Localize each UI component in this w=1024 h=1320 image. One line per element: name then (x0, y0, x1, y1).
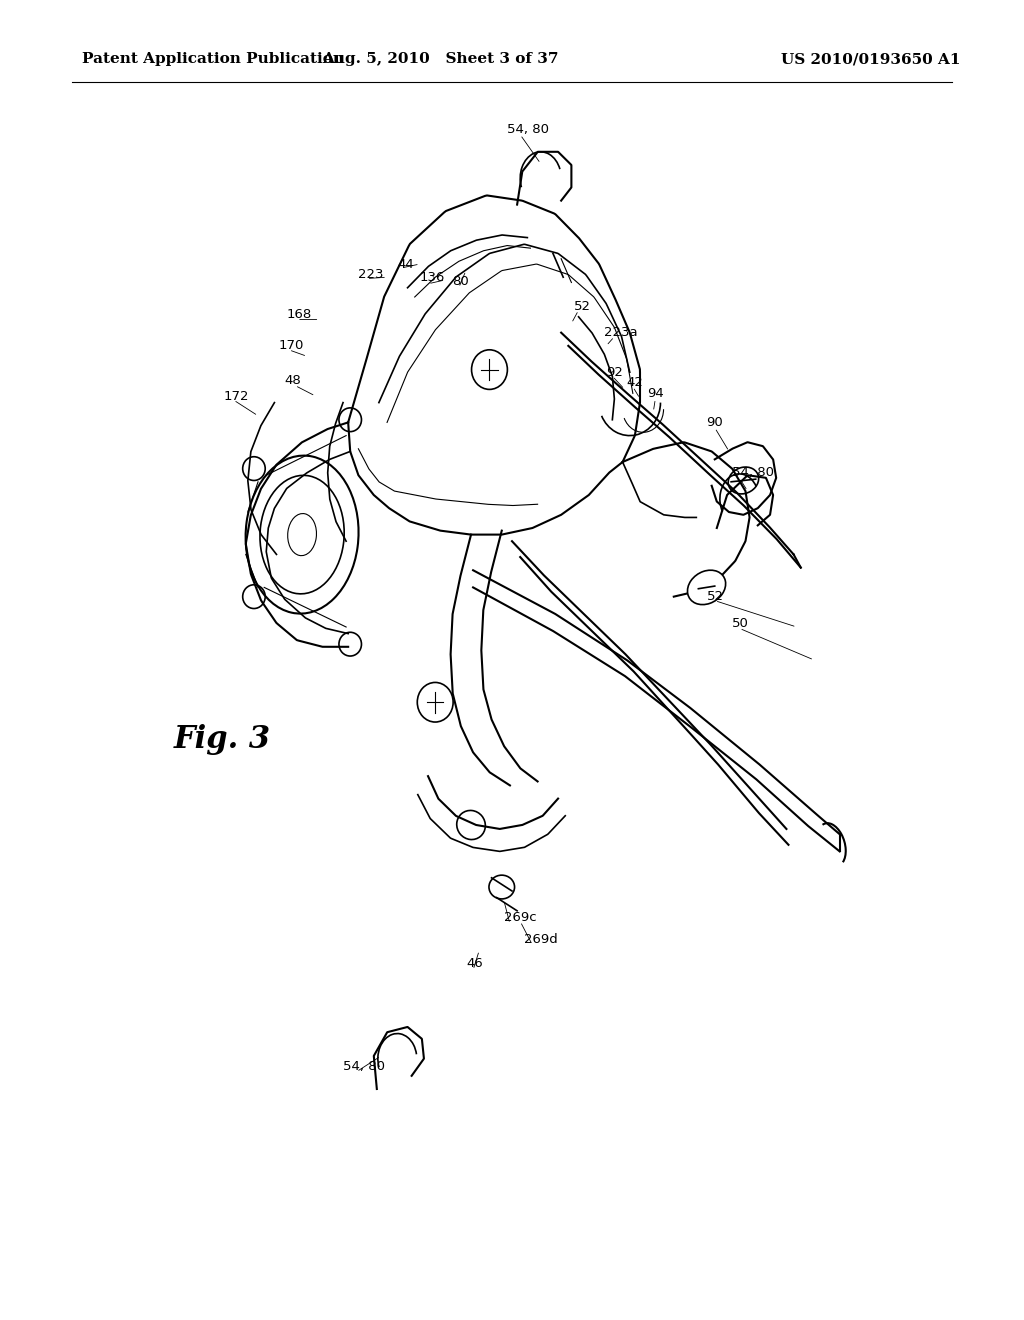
Text: 94: 94 (647, 387, 664, 400)
Text: 54, 80: 54, 80 (732, 466, 774, 479)
Text: 269c: 269c (504, 911, 537, 924)
Text: 170: 170 (279, 339, 304, 352)
Text: 42: 42 (627, 376, 643, 389)
Text: 46: 46 (466, 957, 482, 970)
Text: 52: 52 (707, 590, 724, 603)
Text: 52: 52 (573, 300, 591, 313)
Text: 136: 136 (420, 271, 445, 284)
Ellipse shape (471, 350, 508, 389)
Text: 54, 80: 54, 80 (343, 1060, 385, 1073)
Text: 48: 48 (285, 374, 301, 387)
Text: Aug. 5, 2010   Sheet 3 of 37: Aug. 5, 2010 Sheet 3 of 37 (323, 53, 558, 66)
Text: 269d: 269d (524, 933, 558, 946)
Text: 80: 80 (453, 275, 469, 288)
Text: 172: 172 (223, 389, 249, 403)
Text: Patent Application Publication: Patent Application Publication (82, 53, 344, 66)
Ellipse shape (418, 682, 453, 722)
Text: 168: 168 (287, 308, 312, 321)
Text: US 2010/0193650 A1: US 2010/0193650 A1 (780, 53, 961, 66)
Ellipse shape (687, 570, 726, 605)
Text: 92: 92 (606, 366, 623, 379)
Text: Fig. 3: Fig. 3 (174, 723, 271, 755)
Text: 54, 80: 54, 80 (507, 123, 549, 136)
Text: 90: 90 (707, 416, 723, 429)
Text: 50: 50 (732, 616, 749, 630)
Text: 223a: 223a (604, 326, 638, 339)
Text: 44: 44 (397, 257, 414, 271)
Text: 223: 223 (358, 268, 384, 281)
